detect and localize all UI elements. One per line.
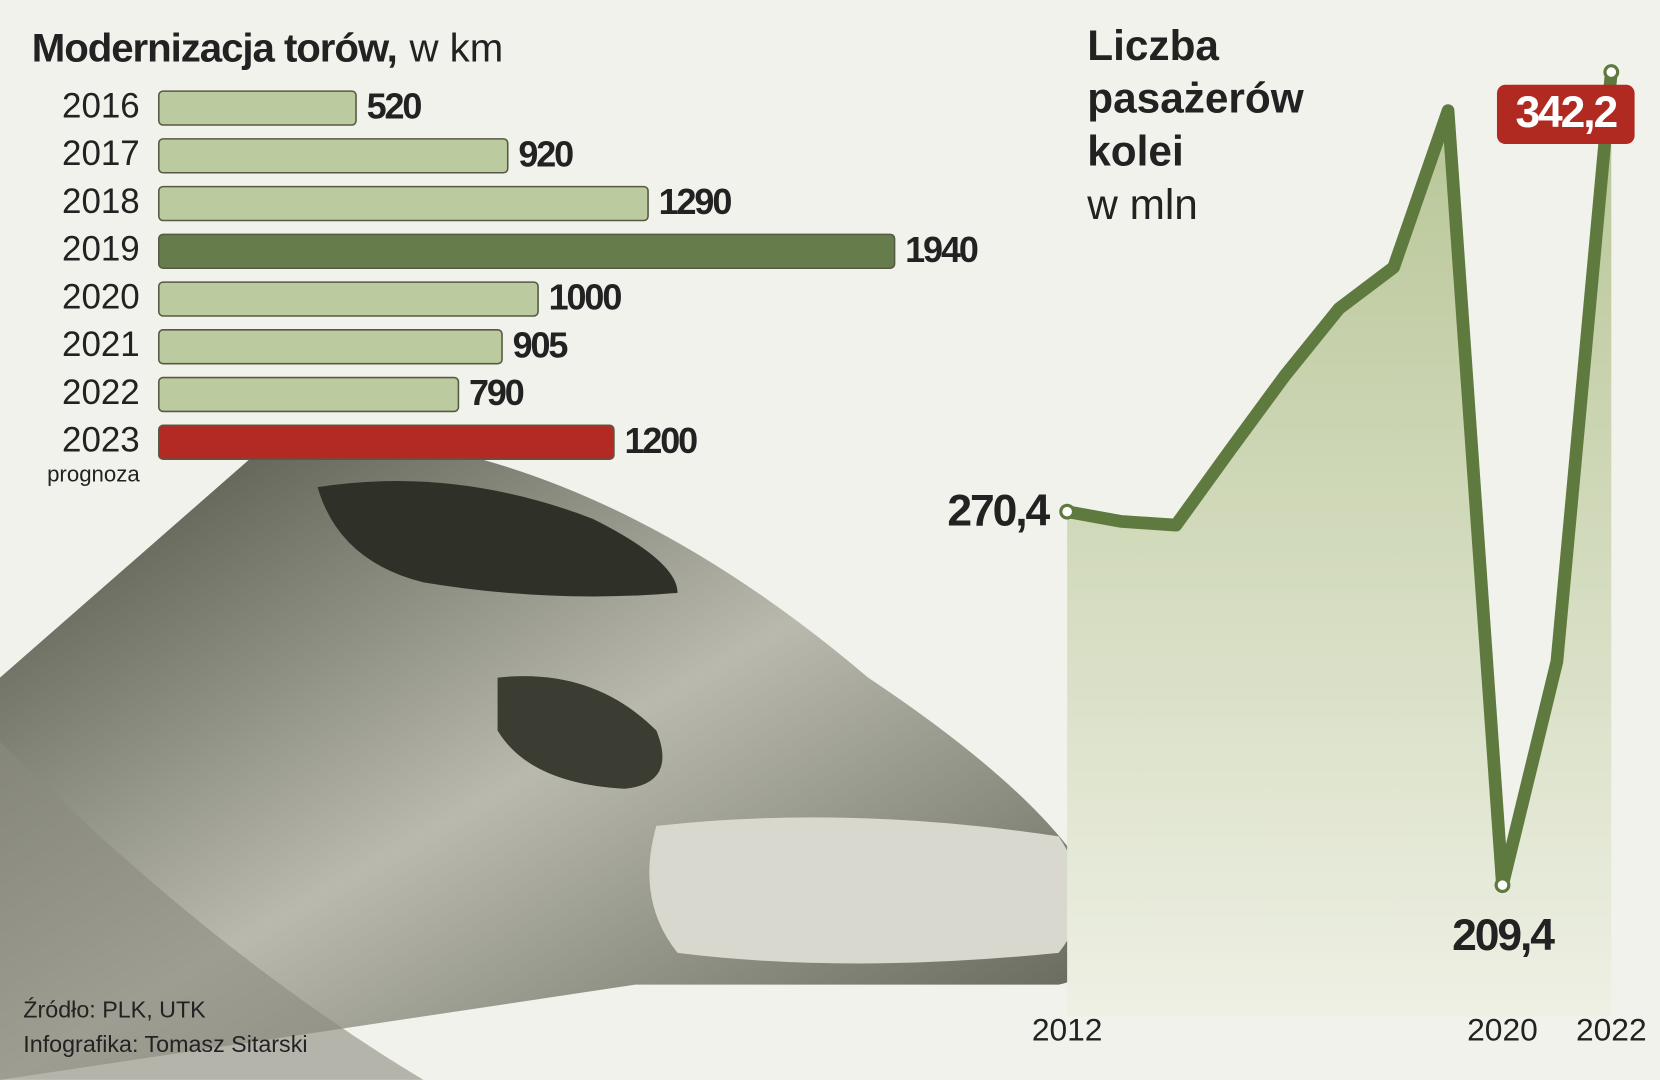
value-label: 790 — [469, 372, 524, 413]
bar — [158, 281, 539, 317]
value-label: 1940 — [905, 229, 978, 270]
credit: Infografika: Tomasz Sitarski — [23, 1031, 307, 1057]
train-photo — [0, 443, 1103, 1080]
bar — [158, 233, 896, 270]
y-tick-label: 2021 — [62, 325, 140, 364]
title-line: pasażerów — [1087, 75, 1304, 122]
chart-subtitle: w km — [408, 26, 503, 71]
x-tick-label: 2022 — [1576, 1012, 1647, 1048]
source: Źródło: PLK, UTK — [23, 996, 206, 1022]
value-label: 270,4 — [947, 487, 1050, 536]
value-label: 905 — [513, 324, 569, 365]
bar — [158, 376, 460, 413]
y-tick-label: 2020 — [62, 277, 140, 316]
point — [1059, 503, 1076, 520]
title-line: kolei — [1087, 128, 1183, 175]
chart-title: Modernizacja torów, — [32, 26, 397, 71]
line — [1066, 71, 1618, 892]
value-label: 1290 — [659, 181, 732, 222]
value-label: 209,4 — [1452, 911, 1555, 960]
bar — [158, 329, 503, 365]
title-line: Liczba — [1087, 22, 1219, 69]
area — [1067, 72, 1612, 1017]
bar — [158, 185, 649, 222]
y-tick-label: 2023 — [62, 421, 140, 460]
point — [1494, 877, 1511, 894]
annotation: prognoza — [47, 461, 140, 486]
value-label: 920 — [518, 133, 573, 174]
point — [1603, 64, 1620, 81]
bar — [158, 90, 357, 126]
y-tick-label: 2019 — [62, 230, 140, 269]
y-tick-label: 2018 — [62, 182, 140, 221]
chart-title: Liczba pasażerów kolei — [1087, 22, 1304, 175]
x-tick-label: 2020 — [1467, 1012, 1538, 1048]
value-label: 342,2 — [1515, 88, 1616, 137]
x-tick-label: 2012 — [1032, 1012, 1103, 1048]
bar — [158, 138, 509, 174]
value-label: 1200 — [625, 420, 698, 461]
chart-subtitle: w mln — [1086, 181, 1198, 228]
value-label: 520 — [367, 86, 422, 127]
y-tick-label: 2022 — [62, 373, 140, 412]
bar — [158, 424, 615, 461]
y-tick-label: 2016 — [62, 86, 140, 125]
label-box — [1496, 84, 1635, 145]
value-label: 1000 — [549, 277, 622, 318]
y-tick-label: 2017 — [62, 134, 140, 173]
